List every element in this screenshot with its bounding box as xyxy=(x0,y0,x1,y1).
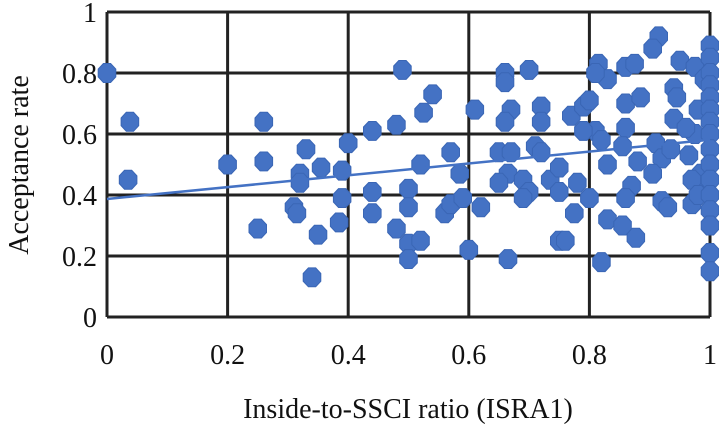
data-point xyxy=(580,188,599,208)
y-tick-label: 1 xyxy=(83,0,97,29)
x-tick-labels: 0 0.2 0.4 0.6 0.8 1 xyxy=(100,340,717,371)
data-point xyxy=(387,218,406,239)
data-point xyxy=(465,99,485,120)
data-points xyxy=(97,26,719,288)
data-point xyxy=(531,142,551,163)
y-tick-labels: 0 0.2 0.4 0.6 0.8 1 xyxy=(62,0,97,334)
data-point xyxy=(450,163,469,184)
data-point xyxy=(658,197,678,218)
data-point xyxy=(498,249,518,269)
data-point xyxy=(700,261,719,282)
data-point xyxy=(531,111,551,132)
data-point xyxy=(613,215,632,236)
data-point xyxy=(411,154,430,175)
data-point xyxy=(363,203,382,224)
y-tick-label: 0.2 xyxy=(62,242,97,273)
data-point xyxy=(453,188,472,208)
data-point xyxy=(519,60,539,80)
data-point xyxy=(363,182,382,202)
x-tick-label: 0.6 xyxy=(451,340,486,371)
data-point xyxy=(471,197,491,218)
data-point xyxy=(598,209,617,230)
data-point xyxy=(411,230,430,251)
data-point xyxy=(631,87,650,108)
data-point xyxy=(329,212,349,233)
data-point xyxy=(592,252,611,273)
data-point xyxy=(670,50,690,71)
data-point xyxy=(414,102,433,123)
data-point xyxy=(556,230,575,251)
data-point xyxy=(387,114,406,135)
x-tick-label: 0 xyxy=(100,340,114,371)
data-point xyxy=(302,267,322,288)
x-tick-label: 0.2 xyxy=(210,340,245,371)
data-point xyxy=(97,63,117,83)
data-point xyxy=(399,178,418,199)
data-point xyxy=(423,84,442,105)
grid-lines xyxy=(105,10,712,319)
data-point xyxy=(218,154,237,175)
y-tick-label: 0.8 xyxy=(62,59,97,90)
data-point xyxy=(616,188,635,208)
data-point xyxy=(550,157,569,178)
data-point xyxy=(568,172,587,193)
data-point xyxy=(700,243,719,263)
data-point xyxy=(565,203,584,224)
data-point xyxy=(332,188,352,208)
trendline xyxy=(106,138,711,201)
data-point xyxy=(643,38,662,59)
data-point xyxy=(296,139,316,160)
data-point xyxy=(118,169,138,190)
y-tick-label: 0.4 xyxy=(62,181,97,212)
data-point xyxy=(489,172,509,193)
data-point xyxy=(441,142,460,163)
data-point xyxy=(290,172,310,193)
data-point xyxy=(700,215,719,236)
data-point xyxy=(626,227,646,248)
data-point xyxy=(308,224,328,245)
data-point xyxy=(592,130,611,151)
data-point xyxy=(550,182,569,202)
data-point xyxy=(311,157,331,178)
data-point xyxy=(679,145,699,166)
data-point xyxy=(399,197,418,218)
data-point xyxy=(363,121,382,141)
data-point xyxy=(643,163,662,184)
x-tick-label: 0.8 xyxy=(572,340,607,371)
data-point xyxy=(613,136,632,157)
data-point xyxy=(625,53,644,74)
y-tick-label: 0 xyxy=(83,303,97,334)
data-point xyxy=(495,111,515,132)
data-point xyxy=(399,249,418,269)
data-point xyxy=(120,111,140,132)
data-point xyxy=(501,142,521,163)
data-point xyxy=(254,111,274,132)
data-point xyxy=(616,117,635,138)
data-point xyxy=(667,87,687,108)
data-point xyxy=(495,72,515,93)
data-point xyxy=(598,154,617,175)
data-point xyxy=(586,63,605,83)
data-point xyxy=(287,203,307,224)
y-axis-label: Acceptance rate xyxy=(4,75,35,255)
data-point xyxy=(628,151,647,172)
data-point xyxy=(393,60,412,80)
data-point xyxy=(254,151,274,172)
data-point xyxy=(248,218,267,239)
data-point xyxy=(513,188,533,208)
x-axis-label: Inside-to-SSCI ratio (ISRA1) xyxy=(243,394,573,424)
data-point xyxy=(676,117,696,138)
y-tick-label: 0.6 xyxy=(62,120,97,151)
x-tick-label: 1 xyxy=(703,340,717,371)
data-point xyxy=(580,90,599,111)
data-point xyxy=(459,239,479,260)
x-tick-label: 0.4 xyxy=(331,340,366,371)
data-point xyxy=(574,121,593,141)
data-point xyxy=(338,133,358,154)
